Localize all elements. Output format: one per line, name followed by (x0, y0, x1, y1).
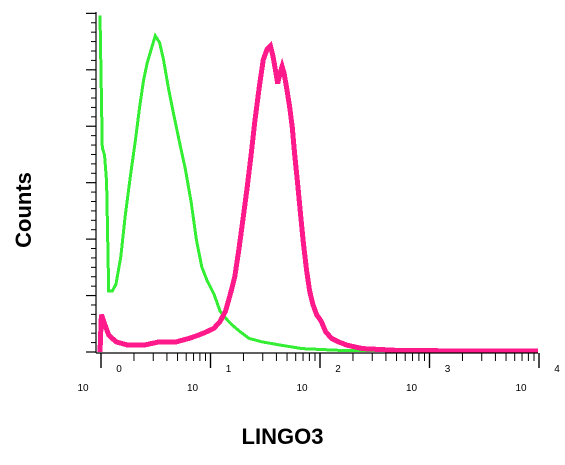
x-tick-label-base: 10 (515, 383, 527, 394)
x-tick-label-base: 10 (77, 383, 89, 394)
series-line-2 (97, 41, 538, 354)
x-tick-label-exponent: 2 (335, 364, 341, 375)
x-tick-label-base: 10 (296, 383, 308, 394)
series-line-1 (98, 15, 539, 353)
x-axis-label: LINGO3 (241, 424, 324, 449)
x-tick-label-exponent: 1 (226, 364, 232, 375)
x-tick-label-exponent: 0 (116, 364, 122, 375)
x-tick-label-exponent: 4 (554, 364, 560, 375)
x-tick-label-base: 10 (187, 383, 199, 394)
x-tick-label-exponent: 3 (445, 364, 451, 375)
x-tick-label-base: 10 (406, 383, 418, 394)
